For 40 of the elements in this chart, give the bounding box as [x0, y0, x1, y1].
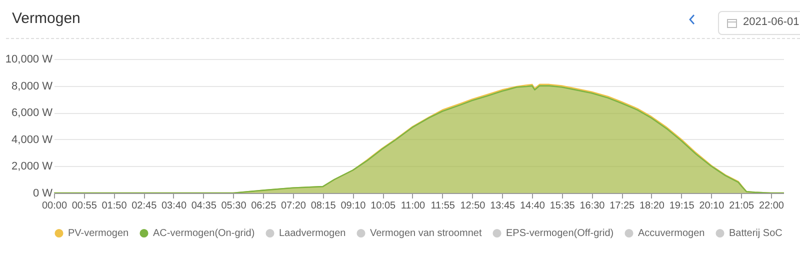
x-tick-label: 09:10 — [340, 200, 366, 212]
x-tick-label: 17:25 — [610, 200, 636, 212]
x-tick-label: 12:50 — [460, 200, 486, 212]
legend-label: EPS-vermogen(Off-grid) — [506, 228, 614, 240]
legend-label: Laadvermogen — [279, 228, 346, 240]
legend-label: Batterij SoC — [729, 228, 782, 240]
x-tick-label: 20:10 — [699, 200, 725, 212]
x-tick-label: 04:35 — [191, 200, 217, 212]
x-tick-label: 11:55 — [430, 200, 456, 212]
y-tick-label: 8,000 W — [12, 80, 54, 92]
x-tick-label: 16:30 — [580, 200, 606, 212]
legend-label: AC-vermogen(On-grid) — [153, 228, 255, 240]
y-tick-label: 0 W — [32, 188, 54, 200]
legend-label: PV-vermogen — [68, 228, 129, 240]
x-tick-label: 15:35 — [550, 200, 576, 212]
x-tick-label: 06:25 — [251, 200, 277, 212]
x-tick-label: 18:20 — [639, 200, 665, 212]
x-tick-label: 13:45 — [490, 200, 516, 212]
x-tick-label: 00:00 — [42, 200, 68, 212]
text: 2021-06-01 — [743, 16, 800, 28]
y-tick-label: 10,000 W — [5, 54, 54, 66]
x-tick-label: 00:55 — [72, 200, 98, 212]
y-tick-label: 4,000 W — [12, 134, 54, 146]
x-tick-label: 14:40 — [520, 200, 546, 212]
legend-label: Vermogen van stroomnet — [370, 228, 482, 240]
x-tick-label: 11:00 — [400, 200, 426, 212]
y-tick-label: 6,000 W — [12, 107, 54, 120]
x-tick-label: 08:15 — [310, 200, 336, 212]
x-tick-label: 21:05 — [729, 200, 755, 212]
x-tick-label: 19:15 — [669, 200, 695, 212]
y-tick-label: 2,000 W — [12, 160, 54, 173]
x-tick-label: 01:50 — [102, 200, 128, 212]
legend-label: Accuvermogen — [638, 228, 705, 240]
x-tick-label: 22:00 — [758, 200, 784, 212]
x-tick-label: 05:30 — [221, 200, 247, 212]
x-tick-label: 03:40 — [161, 200, 187, 212]
x-tick-label: 07:20 — [280, 200, 306, 212]
x-tick-label: 10:05 — [370, 200, 396, 212]
x-tick-label: 02:45 — [132, 200, 158, 212]
chart-title: Vermogen — [12, 10, 80, 27]
